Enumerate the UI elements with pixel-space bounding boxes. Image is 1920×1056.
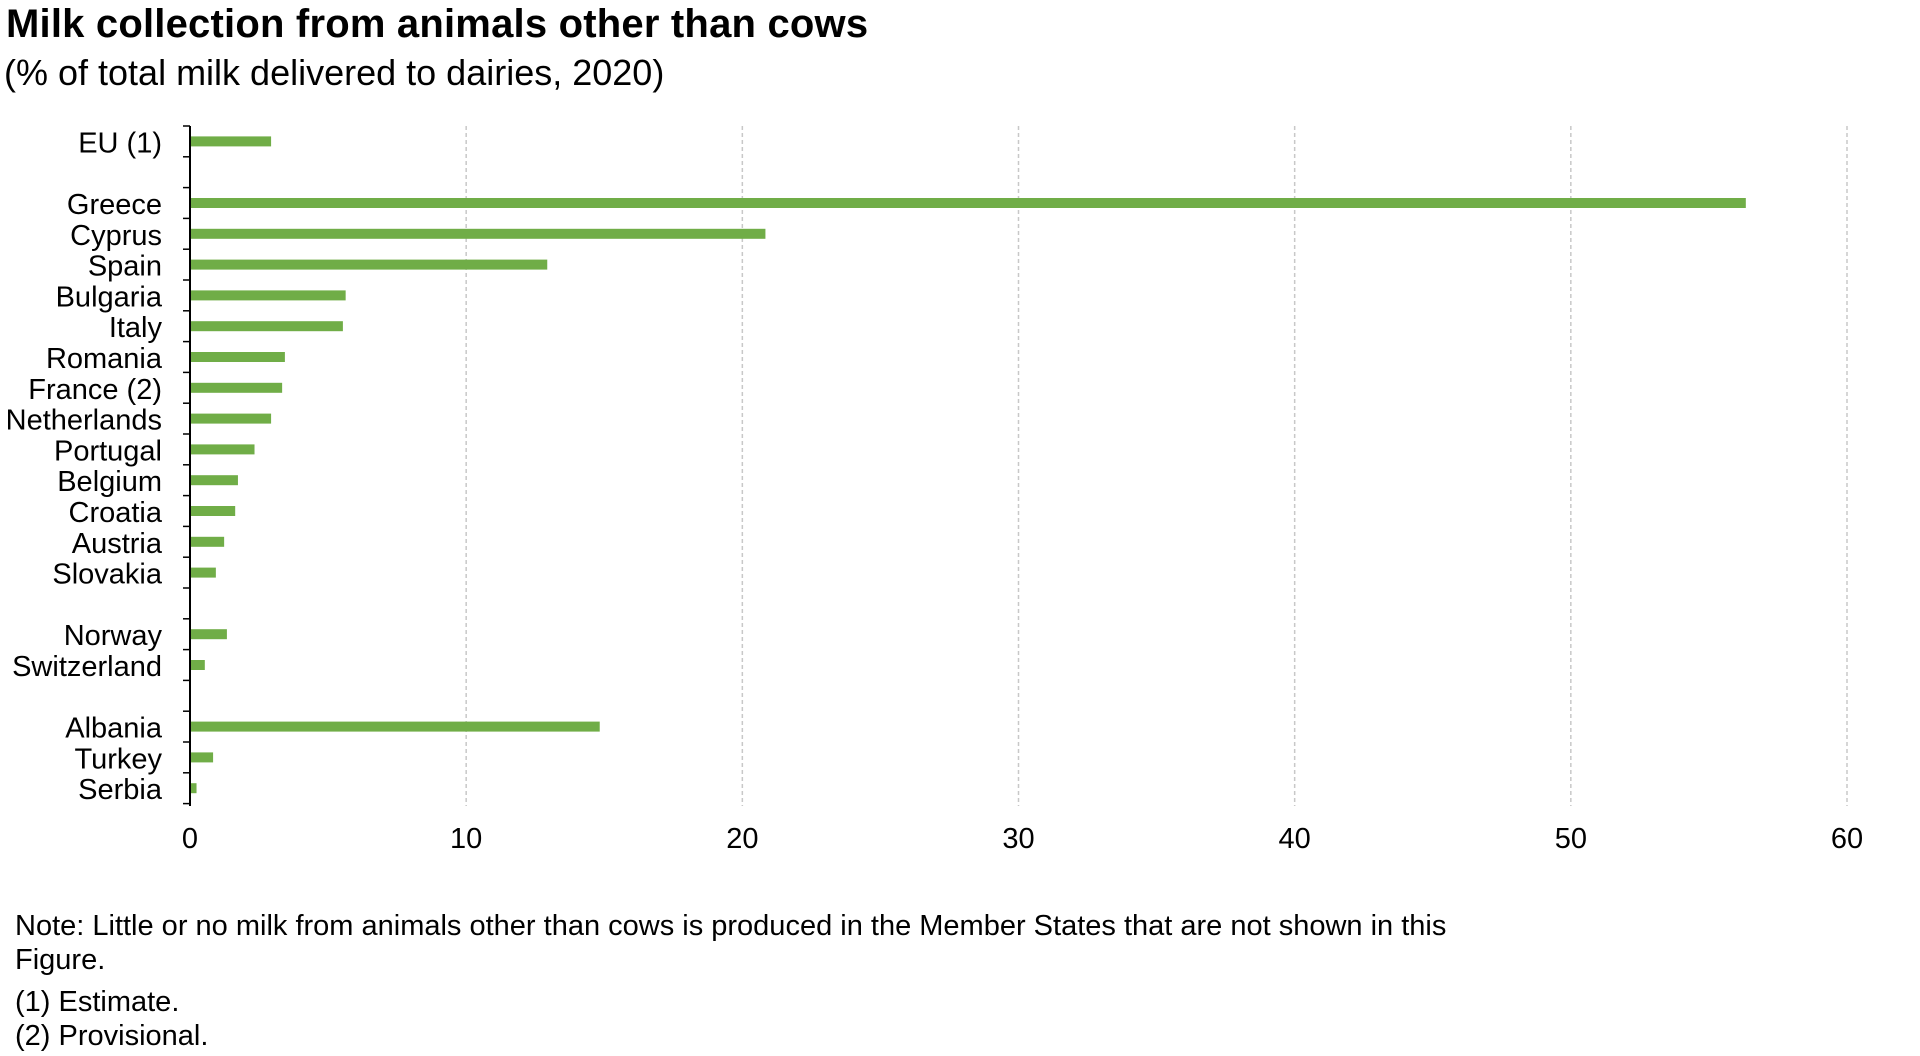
category-label: Norway bbox=[64, 620, 163, 652]
bar-norway bbox=[191, 629, 227, 640]
bar-eu-1 bbox=[191, 136, 272, 147]
bar-turkey bbox=[191, 752, 214, 763]
category-label: Greece bbox=[67, 189, 162, 221]
category-label: Belgium bbox=[57, 466, 162, 498]
x-tick-label-10: 10 bbox=[450, 823, 482, 855]
bar-austria bbox=[191, 536, 225, 547]
category-label: Switzerland bbox=[12, 651, 162, 683]
category-label: Cyprus bbox=[70, 220, 162, 252]
bar-romania bbox=[191, 352, 285, 362]
category-label: EU (1) bbox=[78, 127, 162, 159]
bar-portugal bbox=[191, 444, 255, 455]
x-tick-label-20: 20 bbox=[726, 823, 758, 855]
chart-title: Milk collection from animals other than … bbox=[6, 2, 869, 46]
category-label: France (2) bbox=[28, 374, 162, 406]
bar-spain bbox=[191, 259, 548, 270]
chart-notes: Note: Little or no milk from animals oth… bbox=[15, 909, 1535, 1053]
category-label: Romania bbox=[46, 343, 163, 375]
footnote-estimate: (1) Estimate. bbox=[15, 986, 180, 1018]
bar-cyprus bbox=[191, 228, 766, 239]
axes bbox=[183, 125, 191, 806]
x-tick-label-60: 60 bbox=[1831, 823, 1863, 855]
category-label: Austria bbox=[72, 528, 163, 560]
category-label: Italy bbox=[109, 312, 163, 344]
bar-slovakia bbox=[191, 567, 216, 578]
grid-lines bbox=[465, 126, 1848, 806]
x-tick-label-0: 0 bbox=[182, 823, 198, 855]
category-label: Albania bbox=[65, 713, 163, 745]
bar-serbia bbox=[191, 783, 197, 794]
bars bbox=[191, 136, 1746, 794]
x-tick-labels: 0 10 20 30 40 50 60 bbox=[182, 823, 1863, 855]
category-label: Croatia bbox=[69, 497, 163, 529]
bar-albania bbox=[191, 721, 600, 732]
footnote-provisional: (2) Provisional. bbox=[15, 1020, 209, 1052]
chart-subtitle: (% of total milk delivered to dairies, 2… bbox=[4, 52, 665, 93]
category-label: Serbia bbox=[78, 774, 163, 806]
category-label: Bulgaria bbox=[56, 281, 163, 313]
x-tick-label-40: 40 bbox=[1279, 823, 1311, 855]
bar-greece bbox=[191, 198, 1746, 208]
x-tick-label-50: 50 bbox=[1555, 823, 1587, 855]
bar-belgium bbox=[191, 475, 238, 486]
x-tick-label-30: 30 bbox=[1002, 823, 1034, 855]
category-label: Slovakia bbox=[52, 559, 162, 591]
bar-chart: EU (1) GreeceCyprusSpainBulgariaItalyRoma… bbox=[6, 125, 1863, 855]
bar-switzerland bbox=[191, 660, 205, 670]
bar-croatia bbox=[191, 506, 236, 516]
bar-bulgaria bbox=[191, 290, 346, 301]
category-labels: EU (1) GreeceCyprusSpainBulgariaItalyRoma… bbox=[6, 127, 163, 806]
category-label: Portugal bbox=[54, 435, 162, 467]
bar-netherlands bbox=[191, 413, 272, 424]
bar-italy bbox=[191, 321, 343, 332]
note-text: Note: Little or no milk from animals oth… bbox=[15, 910, 1447, 976]
category-label: Spain bbox=[88, 251, 162, 283]
category-label: Netherlands bbox=[6, 405, 162, 437]
bar-france-2 bbox=[191, 382, 283, 393]
category-label: Turkey bbox=[74, 743, 162, 775]
